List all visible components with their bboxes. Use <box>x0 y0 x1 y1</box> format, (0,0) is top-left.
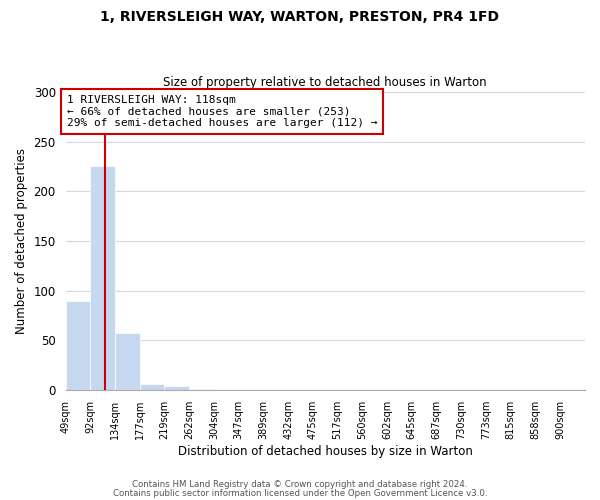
Text: 1 RIVERSLEIGH WAY: 118sqm
← 66% of detached houses are smaller (253)
29% of semi: 1 RIVERSLEIGH WAY: 118sqm ← 66% of detac… <box>67 95 377 128</box>
Bar <box>65 300 90 390</box>
Bar <box>164 386 189 390</box>
X-axis label: Distribution of detached houses by size in Warton: Distribution of detached houses by size … <box>178 444 473 458</box>
Title: Size of property relative to detached houses in Warton: Size of property relative to detached ho… <box>163 76 487 90</box>
Bar <box>189 389 214 390</box>
Text: 1, RIVERSLEIGH WAY, WARTON, PRESTON, PR4 1FD: 1, RIVERSLEIGH WAY, WARTON, PRESTON, PR4… <box>101 10 499 24</box>
Text: Contains public sector information licensed under the Open Government Licence v3: Contains public sector information licen… <box>113 488 487 498</box>
Bar <box>140 384 164 390</box>
Text: Contains HM Land Registry data © Crown copyright and database right 2024.: Contains HM Land Registry data © Crown c… <box>132 480 468 489</box>
Bar <box>90 166 115 390</box>
Y-axis label: Number of detached properties: Number of detached properties <box>15 148 28 334</box>
Bar <box>115 334 140 390</box>
